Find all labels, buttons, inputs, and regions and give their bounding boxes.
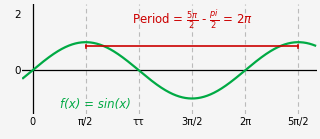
Text: f(x) = sin(x): f(x) = sin(x)	[60, 97, 131, 111]
Text: Period = $\frac{5\pi}{2}$ - $\frac{pi}{2}$ = 2$\pi$: Period = $\frac{5\pi}{2}$ - $\frac{pi}{2…	[132, 8, 252, 31]
